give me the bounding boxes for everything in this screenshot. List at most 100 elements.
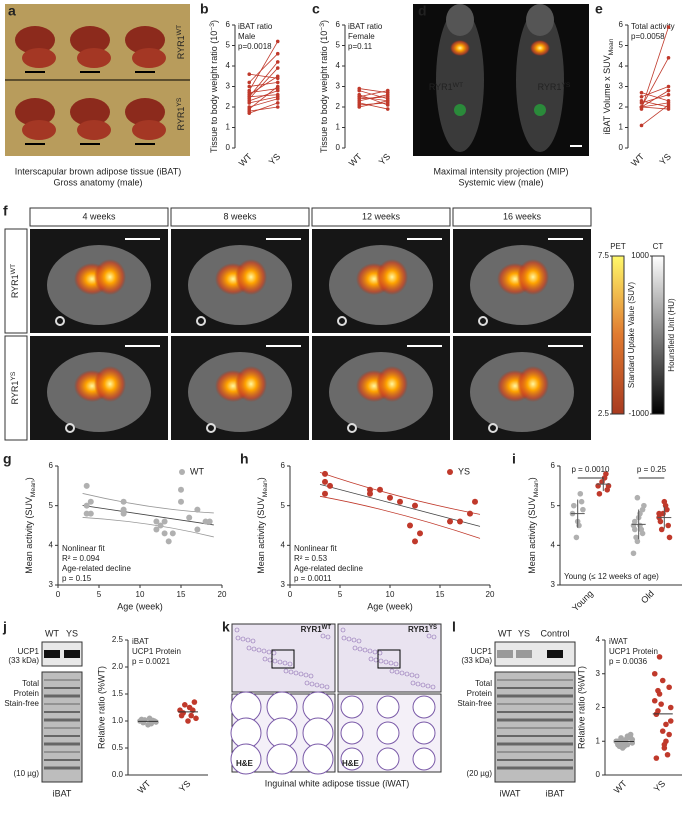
y-tick-label: 0 (596, 770, 601, 779)
adipocyte (230, 743, 262, 775)
tissue (77, 120, 111, 140)
y-tick-label: 6 (226, 20, 231, 29)
point (666, 84, 671, 89)
band (44, 650, 60, 658)
point (639, 90, 644, 95)
image-label: RYR1WT (301, 625, 332, 635)
point (666, 105, 671, 109)
note: iBAT ratio (238, 22, 273, 31)
cell (298, 671, 304, 677)
colorbar-label: CT (653, 242, 664, 251)
x-tick-label: YS (657, 151, 673, 167)
point (653, 755, 660, 761)
adipocyte (376, 721, 400, 745)
text-part: RYR1 (538, 82, 562, 92)
y-tick-label: 0 (226, 143, 231, 152)
text-part: Mean activity (SUV (527, 497, 537, 574)
uptake (235, 366, 267, 402)
cell (378, 658, 384, 664)
band (516, 650, 532, 658)
tissue (70, 26, 110, 54)
cell (426, 633, 432, 639)
point (327, 482, 333, 489)
point (247, 84, 252, 89)
blot-label: iBAT (53, 788, 72, 798)
x-tick-label: YS (177, 778, 193, 794)
y-tick-label: 5 (336, 41, 341, 50)
point (666, 534, 673, 541)
y-tick-label: 1.5 (112, 689, 124, 698)
adipocyte (302, 743, 334, 775)
point (385, 88, 390, 93)
pair-line (249, 82, 278, 87)
note: p=0.0058 (631, 32, 665, 41)
point (385, 94, 390, 99)
cell (308, 673, 314, 679)
y-tick-label: 3 (281, 580, 286, 589)
point (186, 514, 193, 521)
cell (362, 647, 368, 653)
adipocyte (340, 721, 364, 745)
point (83, 510, 90, 517)
x-tick-label: 10 (136, 590, 145, 599)
text-part: Mean (533, 480, 540, 497)
note: p = 0.0021 (132, 657, 171, 666)
note: Total activity (631, 22, 675, 31)
note: UCP1 Protein (609, 647, 658, 656)
point (145, 721, 151, 728)
cell (319, 683, 325, 689)
lane-label: YS (518, 628, 530, 638)
point (377, 486, 383, 493)
fit-band (82, 493, 214, 514)
point (202, 518, 209, 525)
text-part: RYR1 (429, 82, 453, 92)
pair-line (641, 106, 669, 110)
annotation: p = 0.25 (637, 465, 667, 474)
y-tick-label: 0 (336, 143, 341, 152)
point (194, 526, 201, 533)
tissue (70, 98, 110, 126)
panel-label: d (418, 3, 427, 19)
point (275, 94, 280, 99)
text-part: WT (453, 82, 464, 89)
point (633, 534, 639, 541)
point (87, 510, 94, 517)
y-tick-label: 6 (619, 20, 624, 29)
cell (409, 672, 415, 678)
point (577, 490, 584, 497)
legend-marker (179, 469, 185, 475)
text-part: Tissue to body weight ratio (10 (319, 31, 329, 153)
text-part: WT (322, 625, 332, 631)
uptake (94, 259, 126, 295)
point (580, 506, 586, 513)
band (64, 650, 80, 658)
pair-line (249, 73, 278, 79)
y-tick-label: 6 (336, 20, 341, 29)
pair-line (249, 96, 278, 104)
y-axis-label: Tissue to body weight ratio (10−3) (209, 20, 220, 153)
cell (234, 627, 240, 633)
cell (404, 671, 410, 677)
panel-label: b (200, 1, 209, 17)
blot-label: Stain-free (457, 699, 492, 708)
y-tick-label: 4 (336, 61, 341, 70)
blot-label: UCP1 (471, 647, 493, 656)
skeleton (446, 4, 474, 36)
pair-line (249, 94, 278, 98)
cell (324, 684, 330, 690)
point (161, 530, 168, 537)
uptake (94, 366, 126, 402)
point (153, 526, 160, 533)
y-tick-label: 1.0 (112, 716, 124, 725)
pair-line (641, 26, 669, 110)
pair-line (249, 106, 278, 112)
y-tick-label: 2 (336, 102, 341, 111)
panel-label: a (8, 3, 16, 19)
x-tick-label: WT (237, 151, 254, 168)
adipocyte (376, 747, 400, 771)
point (631, 518, 638, 525)
pair-line (641, 102, 669, 108)
point (573, 534, 580, 541)
x-axis-label: Age (week) (117, 601, 163, 611)
pair-line (248, 61, 279, 98)
